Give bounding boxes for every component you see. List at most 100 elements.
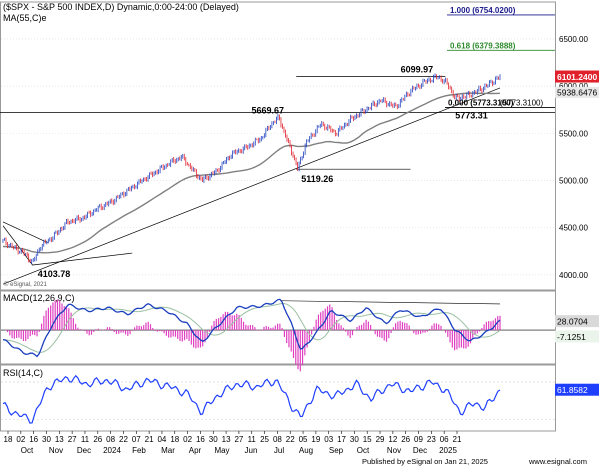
x-tick-label: 11 <box>248 435 257 444</box>
x-tick-label: 25 <box>260 435 269 444</box>
footer-credit: Published by eSignal on Jan 21, 2025 <box>362 457 488 466</box>
copyright-label: © eSignal, 2021 <box>4 281 47 288</box>
x-tick-label: 12 <box>388 435 397 444</box>
x-month-label: Jul <box>274 446 284 455</box>
rsi-line <box>2 374 501 424</box>
x-tick-label: 26 <box>93 435 102 444</box>
price-annotation: 5773.31 <box>455 110 488 120</box>
fib-label: 1.000 (6754.0200) <box>450 6 516 15</box>
x-month-label: Feb <box>132 446 146 455</box>
x-tick-label: 22 <box>286 435 295 444</box>
x-month-label: Dec <box>77 446 91 455</box>
x-month-label: 2025 <box>439 446 457 455</box>
macd-value-label: 28.0704 <box>557 317 588 327</box>
x-tick-label: 02 <box>16 435 25 444</box>
fib-label: 0.618 (6379.3888) <box>450 41 516 50</box>
x-month-label: Oct <box>357 446 370 455</box>
x-tick-label: 04 <box>157 435 166 444</box>
x-tick-label: 08 <box>106 435 115 444</box>
x-month-label: May <box>214 446 229 455</box>
rsi-label: RSI(14,C) <box>3 368 43 378</box>
x-tick-label: 27 <box>234 435 243 444</box>
trendline <box>2 221 48 244</box>
ma-value-box <box>555 86 599 98</box>
price-tick-label: 4000.00 <box>559 271 588 280</box>
x-tick-label: 23 <box>427 435 436 444</box>
trendline <box>32 252 133 266</box>
macd-line <box>2 298 501 358</box>
price-annotations: 6099.97 5669.67 5773.31 5119.26 4103.78 <box>38 65 488 279</box>
macd-series: 28.0704 -7.1251 <box>1 298 599 372</box>
trendlines <box>0 76 555 285</box>
x-tick-label: 05 <box>299 435 308 444</box>
rsi-value-label: 61.8582 <box>557 385 588 395</box>
ma-value-label: 5938.6476 <box>557 87 597 97</box>
ma-label: MA(55,C)e <box>3 13 47 23</box>
fib-levels: 1.000 (6754.0200) 0.618 (6379.3888) 0.000 … <box>445 6 555 108</box>
x-tick-label: 06 <box>440 435 449 444</box>
x-axis: 18 02 16 30 13 27 11 26 08 22 07 21 04 18 02 16 30 13 27 11… <box>4 431 462 455</box>
x-tick-label: 30 <box>42 435 51 444</box>
x-tick-label: 09 <box>414 435 423 444</box>
x-tick-label: 29 <box>376 435 385 444</box>
ma-line <box>2 92 501 254</box>
macd-signal-line <box>2 302 501 353</box>
price-axis: 4000.00 4500.00 5000.00 5500.00 6000.00 6500.… <box>555 35 599 280</box>
candles <box>2 73 501 264</box>
fib-label: 0.000 (5773.3100) <box>448 98 514 107</box>
x-tick-label: 18 <box>4 435 13 444</box>
x-tick-label: 21 <box>453 435 462 444</box>
x-tick-label: 22 <box>119 435 128 444</box>
price-annotation: 6099.97 <box>401 65 434 75</box>
price-tick-label: 6500.00 <box>559 35 588 44</box>
ma-55-line <box>2 92 501 254</box>
price-tick-label: 4500.00 <box>559 224 588 233</box>
macd-trendline <box>281 300 501 305</box>
macd-label: MACD(12,26,9,C) <box>3 293 75 303</box>
x-tick-label: 16 <box>29 435 38 444</box>
last-price-box <box>555 70 599 83</box>
x-month-label: Dec <box>413 446 427 455</box>
price-annotation: 4103.78 <box>38 269 71 279</box>
price-panel-frame <box>0 1 556 291</box>
price-annotation: 5119.26 <box>301 174 333 184</box>
x-month-label: Aug <box>299 446 313 455</box>
x-month-label: Oct <box>21 446 34 455</box>
last-price-label: 6101.2400 <box>557 72 597 82</box>
signal-value-box <box>555 330 599 343</box>
rsi-value-box <box>555 383 599 396</box>
price-grid <box>1 38 555 276</box>
x-month-label: Apr <box>189 446 202 455</box>
price-tick-label: 5500.00 <box>559 129 588 138</box>
macd-value-box <box>555 315 599 328</box>
x-tick-label: 07 <box>132 435 141 444</box>
x-tick-label: 08 <box>273 435 282 444</box>
fib-overlay-label: (5773.3100) <box>500 98 543 107</box>
x-tick-label: 13 <box>222 435 231 444</box>
price-annotation: 5669.67 <box>252 105 285 115</box>
chart-title: ($SPX - S&P 500 INDEX,D) Dynamic,0:00-24… <box>3 2 239 12</box>
rsi-panel-frame <box>0 364 556 432</box>
x-tick-label: 30 <box>350 435 359 444</box>
x-tick-label: 27 <box>68 435 77 444</box>
x-tick-label: 26 <box>401 435 410 444</box>
x-tick-label: 19 <box>311 435 320 444</box>
x-tick-label: 17 <box>337 435 346 444</box>
x-tick-label: 16 <box>196 435 205 444</box>
x-tick-label: 15 <box>363 435 372 444</box>
x-month-label: Nov <box>387 446 401 455</box>
x-tick-label: 11 <box>81 435 90 444</box>
macd-panel-frame <box>0 290 556 365</box>
x-tick-label: 02 <box>183 435 192 444</box>
x-tick-label: 30 <box>209 435 218 444</box>
price-tick-label: 6000.00 <box>559 82 588 91</box>
x-tick-label: 18 <box>170 435 179 444</box>
x-month-label: Nov <box>49 446 63 455</box>
price-tick-label: 5000.00 <box>559 176 588 185</box>
x-month-label: 2024 <box>103 446 121 455</box>
trendline <box>2 87 501 285</box>
trendline <box>2 225 34 266</box>
rsi-series: 61.8582 <box>1 374 599 424</box>
footer-watermark: www.esignal.com <box>528 457 587 466</box>
